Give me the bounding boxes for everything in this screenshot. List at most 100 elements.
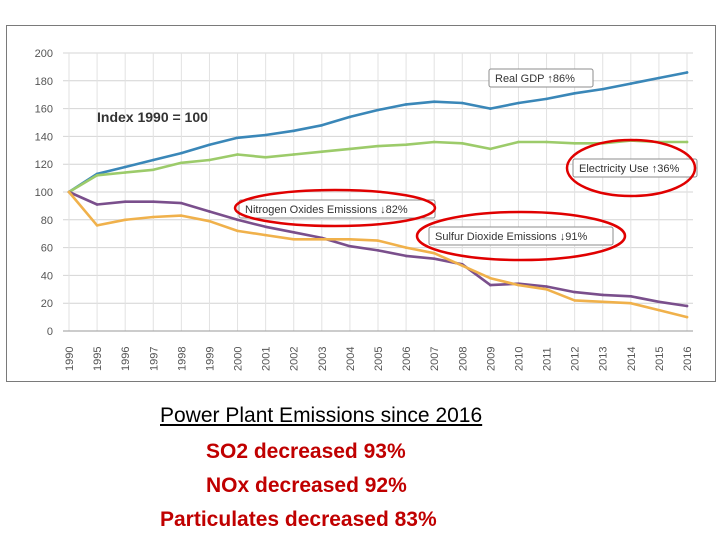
data-point-s3-1 (95, 224, 99, 227)
data-point-s0-2 (123, 165, 127, 169)
x-tick-label: 2005 (373, 347, 385, 371)
data-point-s0-3 (151, 158, 155, 162)
data-point-s1-6 (236, 153, 239, 156)
data-point-s1-18 (573, 142, 576, 145)
x-tick-label: 2014 (626, 347, 638, 371)
x-tick-label: 2009 (485, 347, 497, 371)
data-point-s1-9 (320, 150, 324, 153)
highlight-electricity (565, 138, 697, 198)
data-point-s3-8 (292, 237, 296, 241)
data-point-s3-0 (67, 190, 71, 194)
data-point-s3-21 (657, 308, 661, 312)
so2-callout: Sulfur Dioxide Emissions ↓91% (435, 231, 587, 243)
caption-particulates: Particulates decreased 83% (160, 508, 437, 531)
data-point-s1-16 (517, 140, 520, 144)
data-point-s0-21 (657, 76, 661, 80)
highlight-nox (233, 188, 437, 228)
data-point-s1-13 (432, 140, 436, 144)
x-tick-label: 1999 (204, 347, 216, 371)
data-point-s2-13 (432, 257, 436, 261)
data-point-s1-8 (292, 153, 296, 156)
data-point-s3-17 (545, 288, 548, 291)
y-tick-label: 200 (35, 48, 53, 60)
data-point-s3-18 (573, 299, 576, 302)
y-tick-label: 100 (35, 187, 53, 199)
x-tick-label: 2015 (654, 347, 666, 371)
data-point-s0-22 (685, 71, 689, 74)
data-point-s0-6 (236, 136, 239, 140)
data-point-s3-3 (151, 215, 155, 219)
data-point-s3-6 (236, 229, 239, 233)
data-point-s2-1 (95, 203, 99, 206)
data-point-s1-4 (180, 161, 183, 165)
data-point-s2-19 (601, 293, 605, 297)
data-point-s1-10 (348, 147, 352, 151)
x-tick-label: 2012 (570, 347, 582, 371)
data-point-s3-5 (208, 219, 211, 223)
data-point-s3-7 (264, 233, 267, 237)
data-point-s0-18 (573, 92, 576, 95)
data-point-s3-13 (432, 251, 436, 255)
y-tick-label: 80 (41, 215, 53, 227)
x-tick-label: 1990 (64, 347, 76, 371)
data-point-s2-21 (657, 300, 661, 304)
x-tick-label: 2002 (289, 347, 301, 371)
x-tick-label: 2004 (345, 347, 357, 371)
data-point-s2-4 (180, 201, 183, 205)
data-point-s0-7 (264, 133, 267, 137)
data-point-s1-15 (489, 147, 492, 151)
data-point-s2-10 (348, 244, 352, 248)
y-tick-label: 0 (47, 326, 53, 338)
data-point-s0-17 (545, 97, 548, 101)
nox-callout: Nitrogen Oxides Emissions ↓82% (245, 204, 408, 216)
data-point-s3-15 (489, 276, 492, 280)
x-tick-label: 2010 (513, 347, 525, 371)
data-point-s2-15 (489, 283, 492, 287)
y-tick-label: 20 (41, 298, 53, 310)
data-point-s2-22 (685, 304, 689, 308)
data-point-s0-15 (489, 107, 492, 110)
data-point-s0-4 (180, 151, 183, 155)
data-point-s2-3 (151, 200, 155, 204)
data-point-s2-17 (545, 285, 548, 288)
electricity-callout-box (572, 158, 698, 178)
data-point-s0-10 (348, 115, 352, 119)
data-point-s0-12 (404, 103, 408, 106)
data-point-s3-19 (601, 300, 605, 304)
data-point-s3-10 (348, 237, 352, 241)
x-tick-label: 2008 (457, 347, 469, 371)
x-tick-label: 1998 (176, 347, 188, 371)
data-point-s1-17 (545, 140, 548, 144)
data-point-s1-7 (264, 155, 267, 159)
x-tick-label: 1997 (148, 347, 160, 371)
y-tick-label: 180 (35, 76, 53, 88)
x-tick-label: 2011 (542, 347, 554, 371)
data-point-s1-3 (151, 168, 155, 172)
caption-so2: SO2 decreased 93% (206, 440, 406, 463)
data-point-s2-12 (404, 254, 408, 258)
x-tick-label: 2016 (682, 347, 694, 371)
data-point-s3-9 (320, 237, 324, 241)
data-point-s3-14 (460, 264, 464, 267)
data-point-s3-12 (404, 246, 408, 249)
data-point-s1-2 (123, 171, 127, 174)
data-point-s0-13 (432, 100, 436, 103)
gdp-callout: Real GDP ↑86% (495, 73, 575, 85)
data-point-s2-18 (573, 290, 576, 294)
y-tick-label: 160 (35, 104, 53, 116)
data-point-s1-22 (685, 140, 689, 144)
line-chart: 0 20 40 60 80 100 120 140 160 180 200 1990 1995 1996 1… (35, 48, 698, 371)
x-tick-label: 2013 (598, 347, 610, 371)
data-point-s1-5 (208, 158, 211, 162)
data-point-s2-20 (629, 294, 633, 298)
electricity-callout: Electricity Use ↑36% (579, 163, 679, 175)
x-tick-label: 2007 (429, 347, 441, 371)
data-point-s0-5 (208, 143, 211, 147)
data-point-s2-11 (376, 249, 380, 252)
data-point-s1-11 (376, 144, 380, 148)
y-tick-label: 40 (41, 270, 53, 282)
x-tick-label: 2006 (401, 347, 413, 371)
data-point-s3-11 (376, 239, 380, 242)
y-tick-label: 60 (41, 243, 53, 255)
data-point-s0-19 (601, 87, 605, 91)
